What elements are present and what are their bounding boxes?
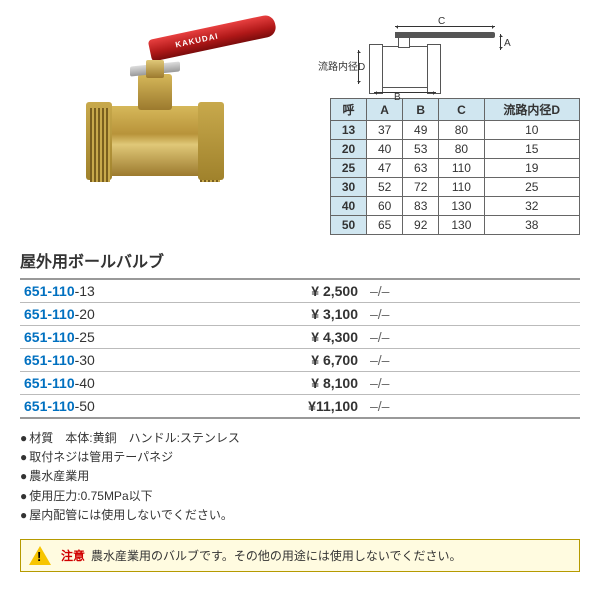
dim-A-label: A (504, 38, 511, 49)
spec-cell: 20 (331, 140, 367, 159)
spec-cell: 25 (331, 159, 367, 178)
spec-cell: 19 (484, 159, 579, 178)
spec-cell: 80 (439, 140, 484, 159)
valve-stem-shape (138, 74, 172, 110)
spec-cell: 40 (331, 197, 367, 216)
spec-cell: 92 (403, 216, 439, 235)
bullet-item: 材質 本体:黄銅 ハンドル:ステンレス (20, 429, 580, 448)
spec-cell: 110 (439, 178, 484, 197)
warning-icon (29, 546, 51, 565)
table-row: 1337498010 (331, 121, 580, 140)
spec-cell: 32 (484, 197, 579, 216)
product-illustration: KAKUDAI (20, 16, 290, 216)
bullet-item: 農水産業用 (20, 467, 580, 486)
valve-nut-shape (146, 60, 164, 78)
spec-cell: 50 (331, 216, 367, 235)
spec-cell: 130 (439, 216, 484, 235)
spec-cell: 25 (484, 178, 579, 197)
sku: 651-110-50 (20, 398, 240, 414)
spec-cell: 37 (367, 121, 403, 140)
warning-label: 注意 (61, 549, 85, 563)
spec-cell: 10 (484, 121, 579, 140)
spec-cell: 49 (403, 121, 439, 140)
table-row: 50659213038 (331, 216, 580, 235)
price-row: 651-110-20¥ 3,100–/– (20, 303, 580, 326)
bullet-item: 屋内配管には使用しないでください。 (20, 506, 580, 525)
price-trail: –/– (370, 306, 389, 322)
table-row: 40608313032 (331, 197, 580, 216)
spec-cell: 52 (367, 178, 403, 197)
price-row: 651-110-50¥11,100–/– (20, 395, 580, 417)
price: ¥ 2,500 (240, 283, 370, 299)
spec-cell: 130 (439, 197, 484, 216)
table-row: 2040538015 (331, 140, 580, 159)
spec-cell: 83 (403, 197, 439, 216)
price-row: 651-110-13¥ 2,500–/– (20, 280, 580, 303)
bullet-item: 使用圧力:0.75MPa以下 (20, 487, 580, 506)
price-row: 651-110-25¥ 4,300–/– (20, 326, 580, 349)
product-title: 屋外用ボールバルブ (20, 248, 580, 272)
spec-cell: 40 (367, 140, 403, 159)
warning-box: 注意農水産業用のバルブです。その他の用途には使用しないでください。 (20, 539, 580, 572)
spec-cell: 30 (331, 178, 367, 197)
price-row: 651-110-40¥ 8,100–/– (20, 372, 580, 395)
spec-header: 流路内径D (484, 99, 579, 121)
spec-cell: 47 (367, 159, 403, 178)
spec-cell: 65 (367, 216, 403, 235)
sku: 651-110-40 (20, 375, 240, 391)
spec-table: 呼ABC流路内径D 133749801020405380152547631101… (330, 98, 580, 235)
sku: 651-110-13 (20, 283, 240, 299)
table-row: 30527211025 (331, 178, 580, 197)
price: ¥ 4,300 (240, 329, 370, 345)
price-list: 651-110-13¥ 2,500–/–651-110-20¥ 3,100–/–… (20, 278, 580, 419)
valve-body-shape (90, 106, 220, 176)
price-trail: –/– (370, 375, 389, 391)
price: ¥ 6,700 (240, 352, 370, 368)
price-trail: –/– (370, 398, 389, 414)
warning-text: 農水産業用のバルブです。その他の用途には使用しないでください。 (91, 549, 461, 563)
bullet-item: 取付ネジは管用テーパネジ (20, 448, 580, 467)
spec-cell: 53 (403, 140, 439, 159)
spec-cell: 110 (439, 159, 484, 178)
sku: 651-110-25 (20, 329, 240, 345)
price: ¥ 8,100 (240, 375, 370, 391)
spec-cell: 13 (331, 121, 367, 140)
table-row: 25476311019 (331, 159, 580, 178)
price-trail: –/– (370, 329, 389, 345)
spec-cell: 80 (439, 121, 484, 140)
price-trail: –/– (370, 283, 389, 299)
sku: 651-110-30 (20, 352, 240, 368)
price-row: 651-110-30¥ 6,700–/– (20, 349, 580, 372)
dim-B-label: B (394, 92, 401, 103)
spec-cell: 15 (484, 140, 579, 159)
price: ¥11,100 (240, 398, 370, 414)
price: ¥ 3,100 (240, 306, 370, 322)
spec-cell: 60 (367, 197, 403, 216)
spec-bullets: 材質 本体:黄銅 ハンドル:ステンレス取付ネジは管用テーパネジ農水産業用使用圧力… (20, 429, 580, 525)
dimension-schematic: 流路内径D A B C (340, 16, 580, 94)
spec-header: C (439, 99, 484, 121)
spec-header: B (403, 99, 439, 121)
spec-cell: 72 (403, 178, 439, 197)
price-trail: –/– (370, 352, 389, 368)
spec-header: 呼 (331, 99, 367, 121)
sku: 651-110-20 (20, 306, 240, 322)
spec-cell: 38 (484, 216, 579, 235)
spec-cell: 63 (403, 159, 439, 178)
